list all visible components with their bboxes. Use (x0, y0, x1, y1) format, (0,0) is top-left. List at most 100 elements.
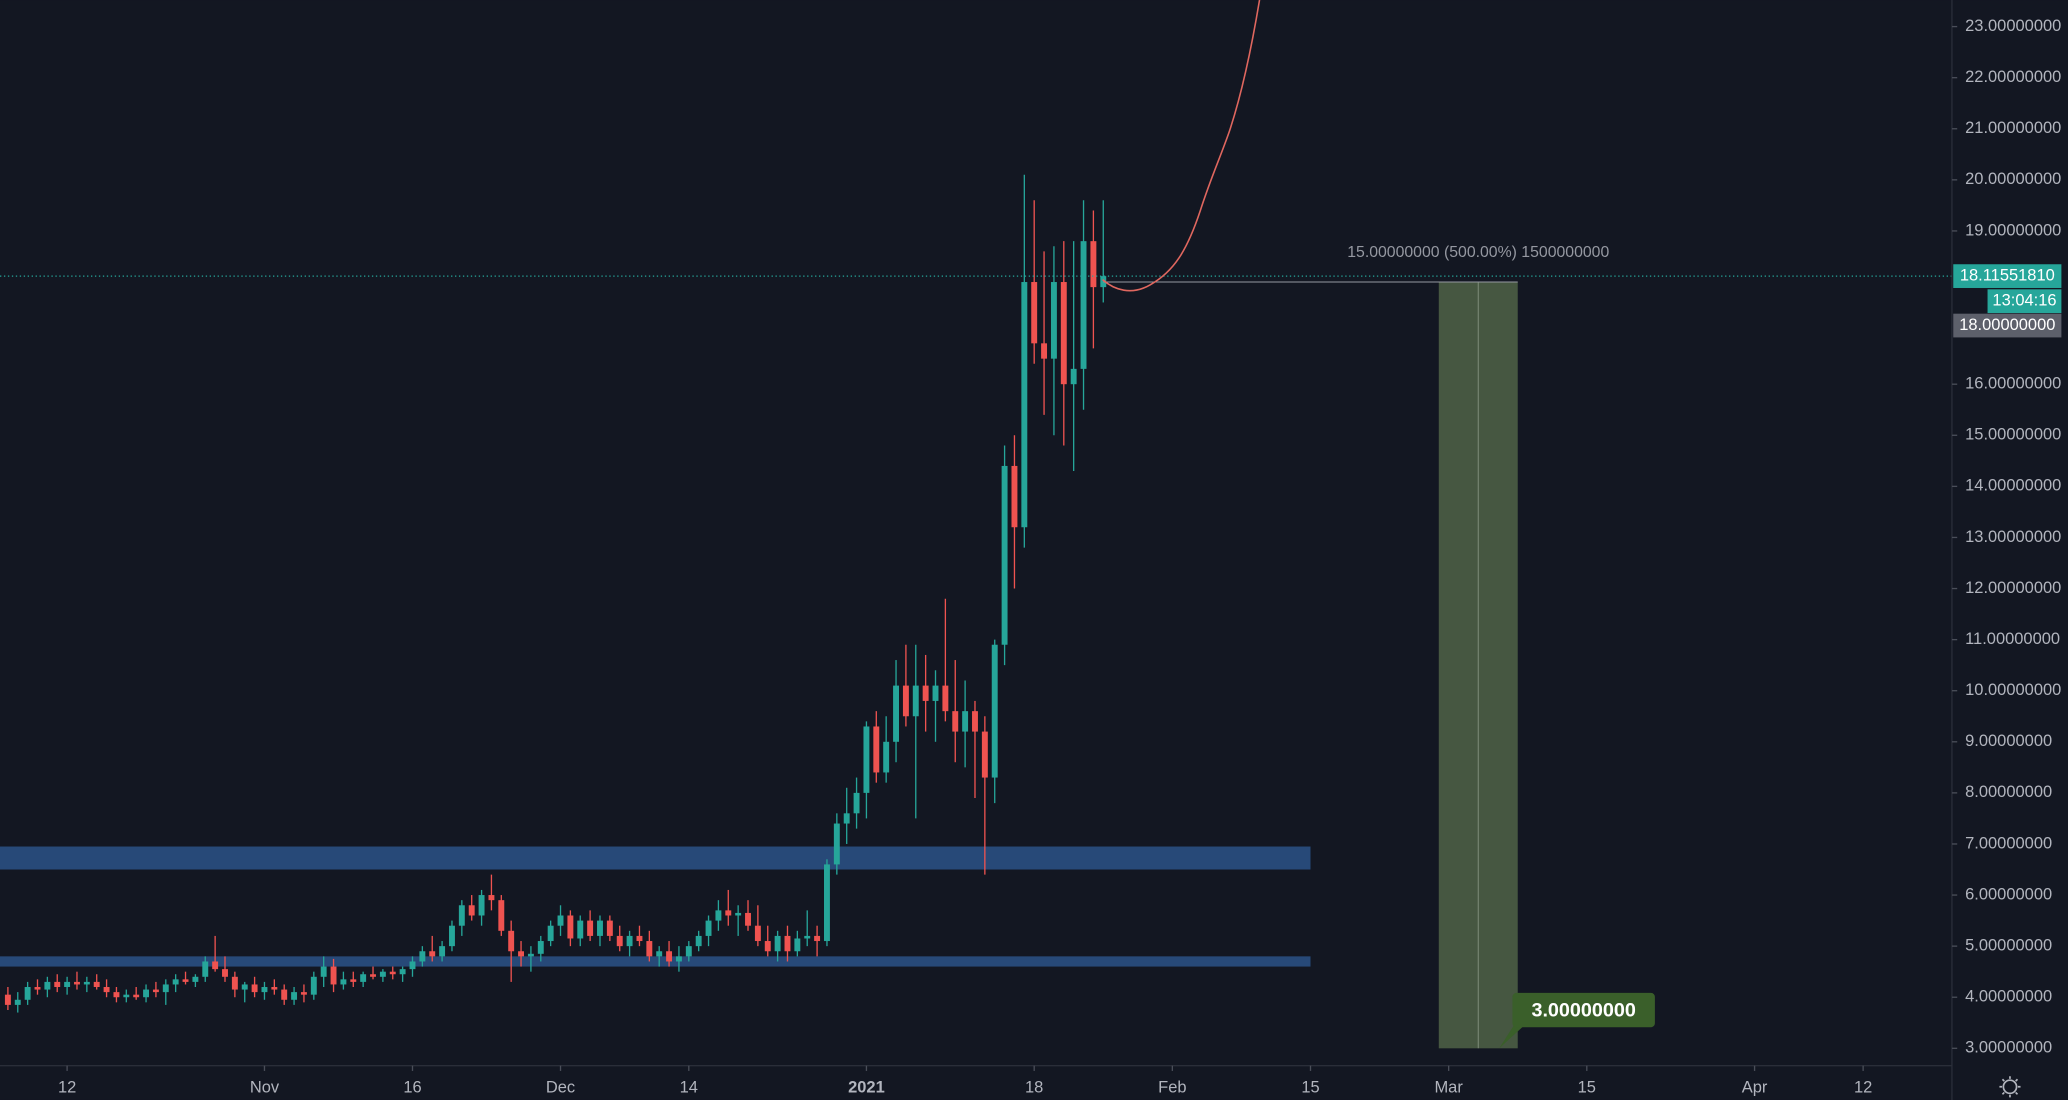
candle-body (695, 935, 702, 947)
candle-body (162, 984, 169, 993)
candle-body (656, 951, 663, 957)
x-tick-label: Dec (546, 1078, 575, 1096)
candle-body (4, 994, 11, 1005)
target-badge: 3.00000000 (1499, 992, 1655, 1049)
candle-body (537, 941, 544, 954)
target-badge-label: 3.00000000 (1531, 1000, 1635, 1022)
candle-body (478, 895, 485, 916)
candle-body (784, 935, 791, 952)
candle-body (330, 966, 337, 985)
candle-body (389, 971, 396, 975)
candle-body (83, 981, 90, 985)
candle-body (764, 941, 771, 952)
candle-body (271, 987, 278, 990)
x-tick-label: Apr (1742, 1078, 1768, 1096)
candle-body (804, 935, 811, 939)
position-top-label: 18.00000000 (1959, 316, 2055, 334)
candle-body (370, 974, 376, 977)
plot-area: 15.00000000 (500.00%) 1500000000 3.000000… (0, 174, 1952, 1049)
y-tick-label: 15.00000000 (1965, 426, 2061, 444)
y-tick-label: 9.00000000 (1965, 732, 2052, 750)
y-tick-label: 3.00000000 (1965, 1039, 2052, 1057)
candle-body (833, 823, 840, 865)
candle-body (54, 981, 61, 988)
candle-body (646, 941, 653, 957)
y-tick-label: 6.00000000 (1965, 885, 2052, 903)
y-tick-label: 11.00000000 (1965, 630, 2060, 648)
x-tick-label: 14 (680, 1078, 698, 1096)
candle-body (705, 920, 712, 936)
x-tick-label: Mar (1434, 1078, 1463, 1096)
y-tick-label: 8.00000000 (1965, 783, 2052, 801)
candle-body (883, 741, 890, 773)
candle-body (291, 992, 298, 1000)
x-tick-label: 15 (1578, 1078, 1596, 1096)
y-tick-label: 20.00000000 (1965, 170, 2061, 188)
candle-body (735, 912, 742, 916)
candle-body (823, 864, 830, 942)
x-tick-label: 12 (58, 1078, 76, 1096)
y-tick-label: 19.00000000 (1965, 221, 2061, 239)
candle-body (745, 912, 751, 926)
candle-body (261, 987, 268, 993)
candle-body (962, 711, 969, 732)
support-zone (0, 956, 1311, 967)
candle-body (310, 976, 317, 995)
candle-body (853, 792, 860, 814)
settings-icon[interactable] (1999, 1076, 2021, 1098)
candle-body (1041, 343, 1048, 359)
settings-gear[interactable] (2002, 1079, 2018, 1095)
candle-body (192, 976, 199, 982)
candle-body (1021, 282, 1028, 528)
candle-body (399, 969, 406, 975)
x-tick-label: 18 (1025, 1078, 1043, 1096)
candle-body (281, 989, 288, 1000)
candle-body (231, 976, 238, 990)
candle-body (74, 981, 80, 985)
candle-body (616, 935, 623, 947)
candle-body (44, 981, 51, 990)
x-tick-label: 12 (1854, 1078, 1872, 1096)
target-badge-bg (1512, 992, 1655, 1028)
candle-body (991, 644, 998, 778)
candle-body (902, 685, 909, 717)
candle-body (972, 711, 978, 732)
candle-body (409, 961, 416, 970)
candle-body (547, 925, 554, 942)
candle-body (113, 992, 120, 998)
candle-body (952, 711, 959, 732)
candle-body (24, 987, 31, 1000)
y-tick-label: 13.00000000 (1965, 528, 2061, 546)
countdown-label: 13:04:16 (1992, 292, 2056, 310)
candle-body (774, 935, 781, 952)
y-tick-label: 22.00000000 (1965, 68, 2061, 86)
candle-body (1080, 241, 1087, 369)
candle-body (1001, 465, 1008, 645)
candle-body (143, 989, 150, 998)
candle-body (152, 989, 159, 993)
candle-body (675, 956, 682, 962)
x-tick-label: Feb (1158, 1078, 1186, 1096)
candle-body (1050, 282, 1057, 359)
candle-body (251, 984, 258, 993)
candle-body (518, 951, 525, 957)
y-tick-label: 23.00000000 (1965, 17, 2061, 35)
candle-body (725, 910, 732, 916)
axes: 3.00000000 4.00000000 5.00000000 6.00000000… (58, 17, 2062, 1096)
settings-gear-teeth[interactable] (1999, 1076, 2021, 1098)
candle-body (1031, 282, 1038, 344)
y-tick-label: 21.00000000 (1965, 119, 2061, 137)
candle-body (103, 987, 110, 993)
countdown-badge (1987, 289, 2062, 314)
y-tick-label: 7.00000000 (1965, 834, 2052, 852)
x-tick-label: 15 (1301, 1078, 1319, 1096)
candle-body (93, 981, 100, 988)
candle-body (587, 920, 594, 936)
candle-body (577, 920, 584, 939)
candle-body (123, 994, 130, 998)
candle-body (320, 966, 327, 977)
y-tick-label: 4.00000000 (1965, 988, 2052, 1006)
candle-body (863, 726, 870, 793)
